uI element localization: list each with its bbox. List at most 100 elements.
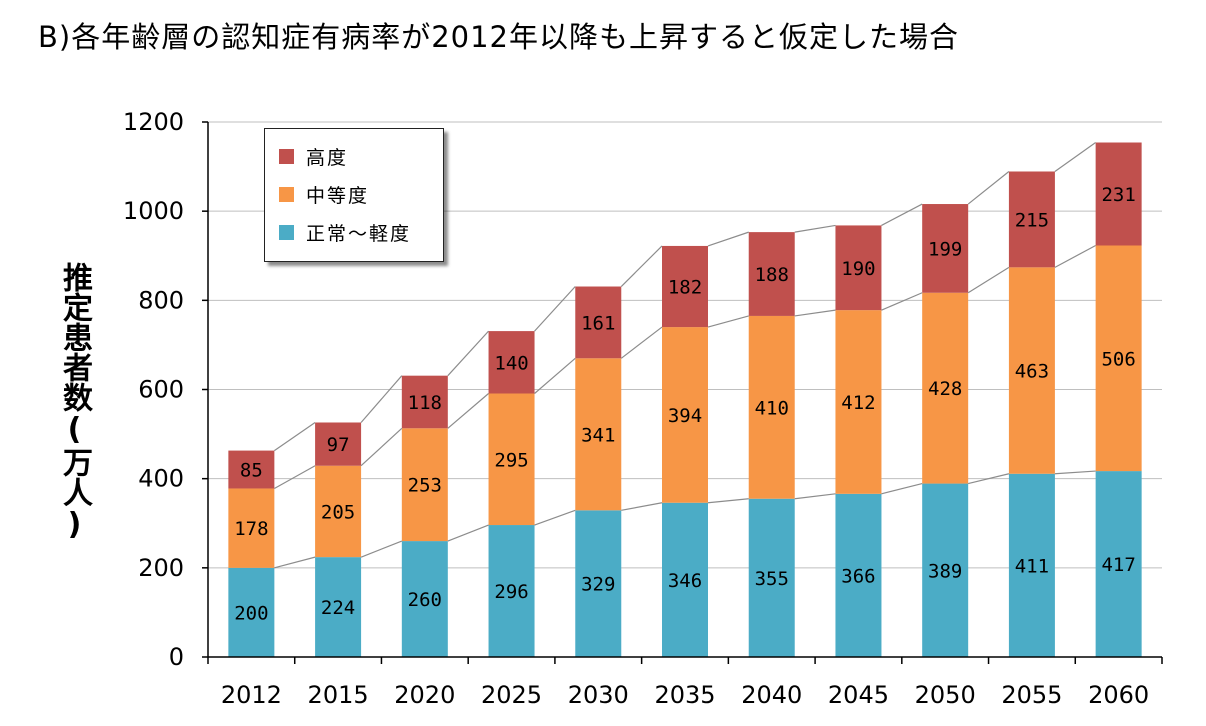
- data-label-moderate: 205: [321, 501, 355, 523]
- chart-title: B)各年齢層の認知症有病率が2012年以降も上昇すると仮定した場合: [38, 20, 960, 54]
- connector-line-mild: [621, 502, 663, 511]
- x-tick-label: 2025: [481, 681, 542, 709]
- bar-segment-moderate: [315, 465, 362, 558]
- legend-label-severe: 高度: [306, 146, 349, 169]
- bar-segment-moderate: [748, 315, 795, 499]
- legend-item-moderate: 中等度: [279, 179, 369, 209]
- y-tick-label: 1000: [123, 197, 184, 225]
- connector-line-moderate: [967, 266, 1010, 294]
- data-label-mild: 346: [668, 570, 702, 592]
- bar-segment-moderate: [488, 393, 535, 526]
- bar-segment-mild: [315, 557, 362, 657]
- bar-segment-severe: [748, 232, 795, 316]
- connector-lines: [274, 142, 1096, 569]
- connector-line-moderate: [1054, 244, 1096, 268]
- bar-segment-severe: [315, 422, 362, 466]
- data-label-severe: 215: [1015, 209, 1049, 231]
- data-label-severe: 140: [494, 352, 528, 374]
- bar-segment-mild: [1095, 471, 1142, 657]
- x-tick-label: 2030: [568, 681, 629, 709]
- bar-segment-moderate: [1008, 267, 1055, 474]
- bar-segment-moderate: [1095, 245, 1142, 472]
- data-label-moderate: 412: [841, 392, 875, 414]
- data-label-mild: 296: [494, 581, 528, 603]
- x-tick-label: 2050: [915, 681, 976, 709]
- data-label-moderate: 295: [494, 449, 528, 471]
- connector-line-severe: [794, 224, 836, 233]
- connector-line-moderate: [794, 309, 836, 317]
- data-labels: 200 178 85 224 205 97 260 253 118 296 295 140 329 341…: [234, 184, 1136, 624]
- x-tick-label: 2055: [1001, 681, 1062, 709]
- y-tick-label: 600: [138, 376, 184, 404]
- bar-segment-moderate: [228, 488, 275, 568]
- connector-line-moderate: [360, 427, 403, 467]
- bar-segment-severe: [1008, 171, 1055, 268]
- bar-segment-moderate: [662, 327, 708, 503]
- y-tick-label: 200: [138, 554, 184, 582]
- connector-line-mild: [794, 493, 836, 500]
- y-tick-label: 800: [138, 286, 184, 314]
- connector-line-severe: [534, 286, 576, 332]
- bar-segment-mild: [575, 510, 622, 657]
- connector-line-severe: [1054, 142, 1096, 172]
- bar-segment-moderate: [835, 310, 882, 494]
- data-label-severe: 97: [327, 434, 350, 456]
- connector-line-severe: [360, 375, 403, 423]
- connector-line-mild: [534, 509, 576, 526]
- connector-line-moderate: [707, 315, 749, 328]
- data-label-mild: 389: [928, 560, 962, 582]
- x-tick-label: 2045: [828, 681, 889, 709]
- connector-line-mild: [968, 473, 1010, 485]
- connector-line-severe: [620, 245, 663, 287]
- bar-segment-mild: [401, 541, 448, 657]
- bar-segment-severe: [401, 375, 448, 429]
- x-tick-label: 2060: [1088, 681, 1149, 709]
- data-label-mild: 355: [755, 568, 789, 590]
- x-tick-label: 2020: [394, 681, 455, 709]
- axes: 0 200 400 600 800 1000 1200 2012 2015 2020 2025 203…: [123, 108, 1163, 709]
- data-label-mild: 224: [321, 597, 355, 619]
- y-axis-label: 推定患者数(万人): [57, 262, 92, 542]
- connector-line-moderate: [274, 465, 316, 489]
- data-label-severe: 85: [240, 460, 263, 482]
- connector-line-moderate: [534, 357, 576, 394]
- data-label-moderate: 428: [928, 378, 962, 400]
- data-label-severe: 199: [928, 238, 962, 260]
- connector-line-mild: [707, 498, 749, 504]
- connector-line-mild: [360, 540, 403, 558]
- bar-segment-mild: [228, 567, 275, 657]
- x-tick-label: 2035: [654, 681, 715, 709]
- data-label-moderate: 463: [1015, 361, 1049, 383]
- bar-segment-mild: [922, 483, 969, 657]
- x-tick-label: 2015: [308, 681, 369, 709]
- bar-segment-severe: [922, 204, 969, 293]
- data-label-moderate: 506: [1101, 348, 1135, 370]
- y-tick-label: 1200: [123, 108, 184, 136]
- bar-segment-moderate: [401, 428, 448, 542]
- x-tick-label: 2040: [741, 681, 802, 709]
- connector-line-mild: [447, 524, 489, 542]
- data-label-severe: 161: [581, 312, 615, 334]
- data-label-moderate: 410: [755, 397, 789, 419]
- legend: 高度 中等度 正常〜軽度: [264, 128, 444, 262]
- connector-line-mild: [274, 556, 316, 569]
- bar-segment-mild: [748, 498, 795, 657]
- connector-line-mild: [1054, 470, 1096, 475]
- legend-item-severe: 高度: [279, 141, 348, 171]
- data-label-severe: 190: [841, 258, 875, 280]
- data-label-severe: 182: [668, 277, 702, 299]
- data-label-moderate: 178: [234, 518, 268, 540]
- connector-line-moderate: [881, 292, 923, 311]
- data-label-mild: 260: [408, 589, 442, 611]
- legend-item-mild: 正常〜軽度: [279, 217, 411, 247]
- connector-line-mild: [881, 482, 923, 495]
- bar-segment-mild: [835, 493, 882, 657]
- data-label-mild: 411: [1015, 555, 1049, 577]
- connector-line-severe: [881, 203, 923, 226]
- data-label-moderate: 394: [668, 405, 702, 427]
- data-label-moderate: 253: [408, 475, 442, 497]
- bar-segment-moderate: [922, 292, 969, 484]
- bar-segment-mild: [488, 525, 535, 657]
- connector-line-severe: [447, 330, 489, 377]
